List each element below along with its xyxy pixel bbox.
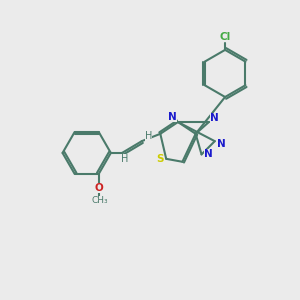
Text: CH₃: CH₃ <box>91 196 108 205</box>
Text: methoxy: methoxy <box>96 200 102 201</box>
Text: N: N <box>217 139 226 149</box>
Text: H: H <box>145 131 152 141</box>
Text: S: S <box>156 154 164 164</box>
Text: N: N <box>204 149 212 159</box>
Text: Cl: Cl <box>220 32 231 42</box>
Text: H: H <box>121 154 129 164</box>
Text: N: N <box>168 112 177 122</box>
Text: O: O <box>94 183 103 193</box>
Text: N: N <box>210 112 219 123</box>
